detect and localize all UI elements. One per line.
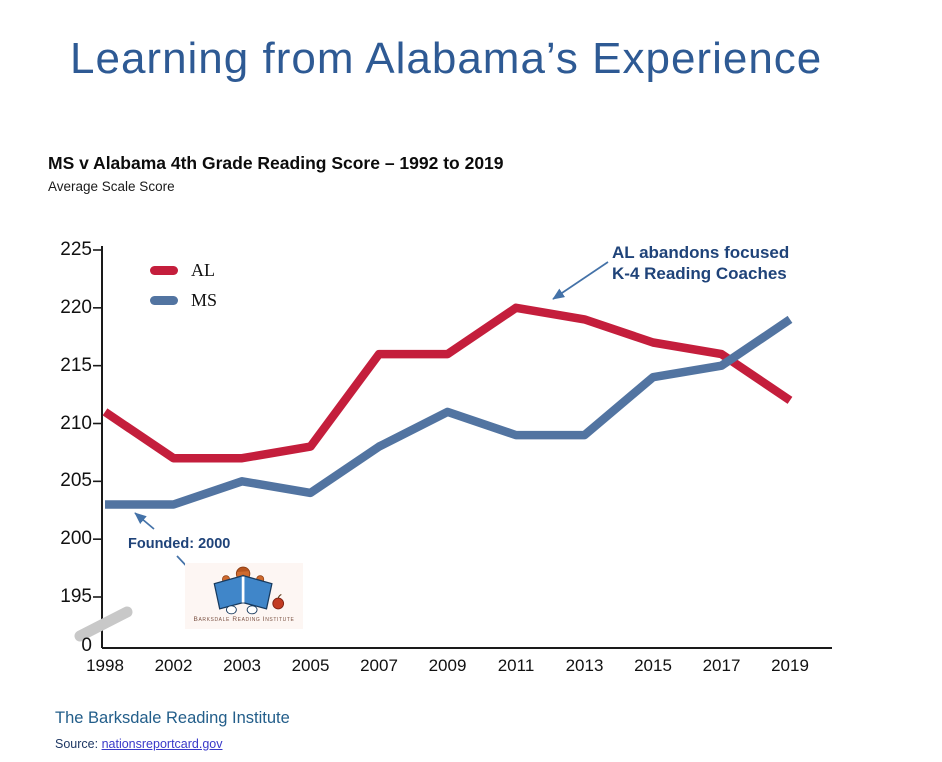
y-tick-label: 210	[60, 412, 92, 434]
al-series-swatch-icon	[150, 266, 178, 275]
source-link[interactable]: nationsreportcard.gov	[101, 737, 223, 751]
legend-item-ms: MS	[150, 290, 217, 311]
x-tick-label: 2009	[428, 656, 467, 675]
reading-child-book-icon	[213, 566, 285, 615]
annotation-founded: Founded: 2000	[128, 536, 231, 552]
x-tick-label: 2003	[223, 656, 261, 675]
y-tick-label: 205	[60, 470, 92, 492]
y-tick-label: 225	[60, 239, 92, 260]
legend-label-ms: MS	[191, 290, 218, 310]
source-label: Source:	[55, 737, 99, 751]
y-tick-label: 215	[60, 354, 92, 376]
y-tick-label: 195	[60, 586, 92, 607]
chart-subtitle: Average Scale Score	[48, 179, 175, 194]
x-tick-label: 1998	[86, 656, 124, 675]
axis-break-mark	[74, 606, 133, 642]
founded-arrow	[134, 512, 155, 530]
y-tick-label: 200	[60, 528, 92, 550]
ms-series-swatch-icon	[150, 296, 178, 305]
x-tick-label: 2013	[565, 656, 604, 675]
footer-org: The Barksdale Reading Institute	[55, 709, 290, 727]
x-tick-label: 2002	[154, 656, 193, 675]
x-tick-label: 2017	[702, 656, 741, 675]
legend-item-al: AL	[150, 260, 215, 281]
logo-caption: Barksdale Reading Institute	[193, 616, 295, 623]
x-tick-label: 2015	[634, 656, 672, 675]
ms-line	[105, 315, 793, 509]
chart-title: MS v Alabama 4th Grade Reading Score – 1…	[48, 153, 504, 173]
x-tick-label: 2019	[771, 656, 809, 675]
y-tick-label: 220	[60, 296, 92, 318]
barksdale-logo: Barksdale Reading Institute	[185, 563, 303, 629]
legend-label-al: AL	[191, 260, 215, 280]
x-tick-label: 2007	[360, 656, 398, 675]
al-abandons-arrow	[552, 261, 609, 300]
x-tick-label: 2011	[497, 656, 535, 675]
al-line	[102, 303, 793, 463]
y-tick-label-zero: 0	[81, 635, 92, 656]
slide-title: Learning from Alabama’s Experience	[70, 34, 823, 83]
annotation-al-abandons: AL abandons focused K-4 Reading Coaches	[612, 243, 790, 283]
x-tick-label: 2005	[291, 656, 330, 675]
source-line: Source: nationsreportcard.gov	[55, 737, 222, 751]
